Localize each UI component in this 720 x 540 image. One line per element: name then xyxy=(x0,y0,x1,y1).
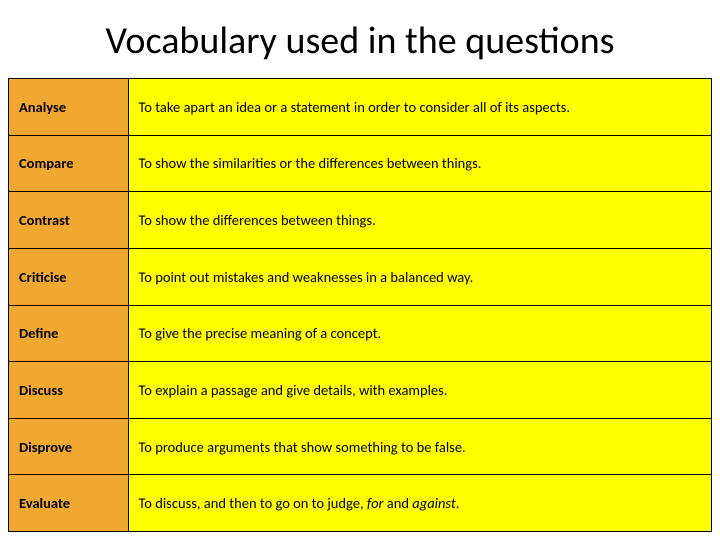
definition-cell: To show the differences between things. xyxy=(128,192,712,249)
definition-cell: To produce arguments that show something… xyxy=(128,418,712,475)
definition-cell: To point out mistakes and weaknesses in … xyxy=(128,248,712,305)
term-cell: Compare xyxy=(9,135,129,192)
def-italic: for xyxy=(367,494,384,512)
table-row: Analyse To take apart an idea or a state… xyxy=(9,79,712,136)
definition-cell: To give the precise meaning of a concept… xyxy=(128,305,712,362)
table-row: Criticise To point out mistakes and weak… xyxy=(9,248,712,305)
table-body: Analyse To take apart an idea or a state… xyxy=(9,79,712,532)
table-row: Compare To show the similarities or the … xyxy=(9,135,712,192)
term-cell: Analyse xyxy=(9,79,129,136)
def-text: and xyxy=(384,494,413,512)
def-text: . xyxy=(456,494,460,512)
table-container: Analyse To take apart an idea or a state… xyxy=(0,78,720,540)
vocabulary-table: Analyse To take apart an idea or a state… xyxy=(8,78,712,532)
definition-cell: To take apart an idea or a statement in … xyxy=(128,79,712,136)
term-cell: Evaluate xyxy=(9,475,129,532)
term-cell: Define xyxy=(9,305,129,362)
table-row: Evaluate To discuss, and then to go on t… xyxy=(9,475,712,532)
table-row: Disprove To produce arguments that show … xyxy=(9,418,712,475)
def-text: To discuss, and then to go on to judge, xyxy=(139,494,367,512)
table-row: Discuss To explain a passage and give de… xyxy=(9,362,712,419)
def-italic: against xyxy=(412,494,456,512)
term-cell: Contrast xyxy=(9,192,129,249)
term-cell: Disprove xyxy=(9,418,129,475)
definition-cell-evaluate: To discuss, and then to go on to judge, … xyxy=(128,475,712,532)
slide-container: Vocabulary used in the questions Analyse… xyxy=(0,0,720,540)
definition-cell: To show the similarities or the differen… xyxy=(128,135,712,192)
term-cell: Criticise xyxy=(9,248,129,305)
definition-cell: To explain a passage and give details, w… xyxy=(128,362,712,419)
slide-title: Vocabulary used in the questions xyxy=(0,0,720,78)
term-cell: Discuss xyxy=(9,362,129,419)
table-row: Contrast To show the differences between… xyxy=(9,192,712,249)
table-row: Define To give the precise meaning of a … xyxy=(9,305,712,362)
